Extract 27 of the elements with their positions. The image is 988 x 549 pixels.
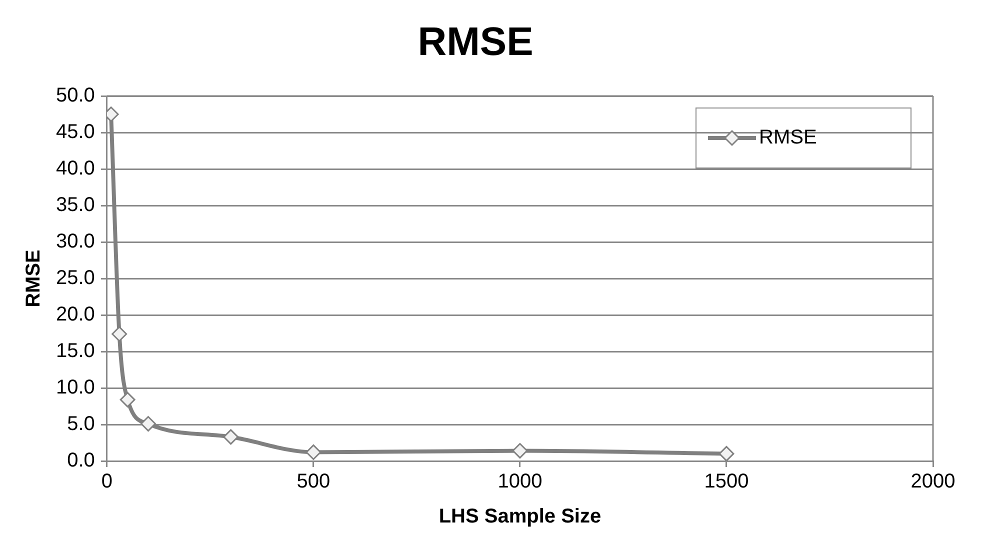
y-tick-label: 50.0 xyxy=(56,84,95,107)
point xyxy=(140,416,156,432)
x-axis-title: LHS Sample Size xyxy=(438,506,602,528)
y-tick-label: 35.0 xyxy=(56,194,95,216)
y-tick-label: 30.0 xyxy=(56,230,95,253)
y-axis-title: RMSE xyxy=(22,250,45,308)
y-tick-label: 20.0 xyxy=(56,304,95,326)
x-tick-label: 1000 xyxy=(498,470,542,493)
point xyxy=(306,444,322,460)
x-tick-label: 1500 xyxy=(704,470,749,493)
y-tick-label: 5.0 xyxy=(67,413,95,436)
point xyxy=(718,446,734,461)
y-tick-label: 45.0 xyxy=(56,121,95,144)
point xyxy=(112,326,128,342)
chart-title: RMSE xyxy=(418,20,534,64)
y-tick-label: 10.0 xyxy=(56,376,95,399)
y-tick-label: 15.0 xyxy=(56,340,95,362)
y-tick-label: 25.0 xyxy=(56,267,95,290)
x-tick-label: 2000 xyxy=(910,470,956,493)
legend-label: RMSE xyxy=(759,126,817,149)
point xyxy=(512,443,528,459)
x-tick-label: 500 xyxy=(296,470,330,493)
point xyxy=(223,429,239,445)
y-tick-label: 40.0 xyxy=(56,158,95,180)
y-tick-label: 0.0 xyxy=(67,450,95,472)
point xyxy=(120,392,136,408)
x-tick-label: 0 xyxy=(101,470,112,493)
